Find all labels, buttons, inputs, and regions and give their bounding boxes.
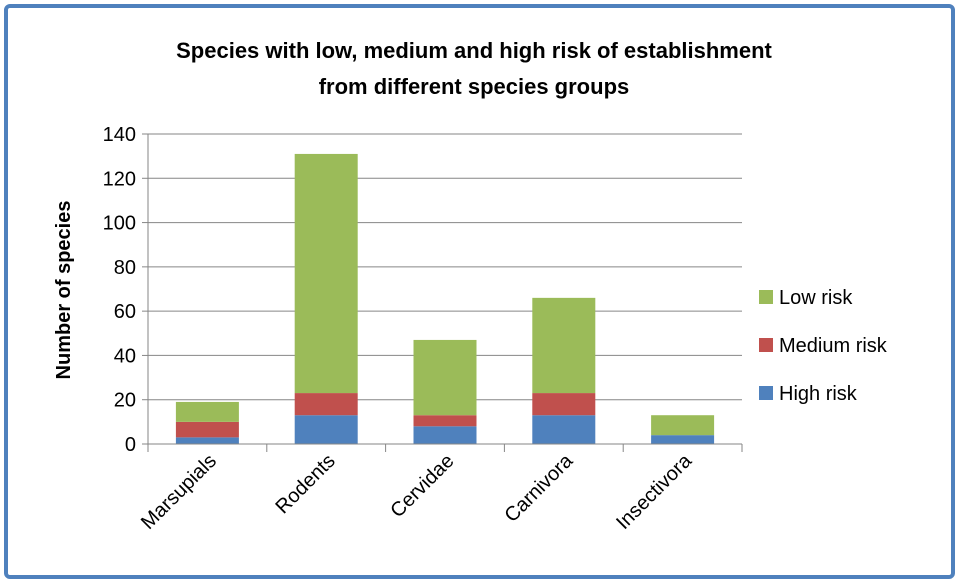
bar-low-risk-insectivora — [651, 415, 715, 436]
chart-title-line-2: from different species groups — [319, 74, 630, 99]
chart-frame — [4, 4, 955, 579]
y-tick-label: 100 — [103, 213, 136, 235]
y-tick-label: 0 — [125, 434, 136, 456]
y-tick-label: 140 — [103, 124, 136, 146]
x-tick-label: Carnivora — [500, 449, 577, 526]
gridlines — [148, 133, 742, 401]
y-tick-label: 20 — [114, 390, 136, 412]
y-tick-label: 80 — [114, 257, 136, 279]
bar-high-risk-rodents — [294, 415, 358, 444]
legend-label: Medium risk — [779, 335, 888, 357]
x-tick-label: Rodents — [271, 450, 339, 518]
chart-title-line-1: Species with low, medium and high risk o… — [176, 38, 772, 63]
bar-low-risk-marsupials — [175, 401, 239, 422]
x-tick-label: Marsupials — [137, 450, 221, 534]
bar-high-risk-insectivora — [651, 435, 715, 444]
legend-swatch-high-risk — [759, 386, 773, 400]
axes — [142, 133, 743, 452]
bar-medium-risk-cervidae — [413, 415, 477, 427]
bar-low-risk-rodents — [294, 153, 358, 394]
bar-medium-risk-marsupials — [175, 421, 239, 438]
x-tick-label: Insectivora — [612, 449, 697, 534]
bar-high-risk-cervidae — [413, 426, 477, 444]
y-tick-label: 60 — [114, 301, 136, 323]
bar-low-risk-cervidae — [413, 339, 477, 416]
legend-swatch-low-risk — [759, 290, 773, 304]
bar-medium-risk-rodents — [294, 393, 358, 416]
y-tick-labels: 0 20 40 60 80 100 120 140 — [103, 124, 136, 456]
y-tick-label: 120 — [103, 168, 136, 190]
bars — [175, 153, 715, 444]
legend: Low risk Medium risk High risk — [759, 287, 888, 405]
bar-high-risk-marsupials — [175, 437, 239, 444]
y-axis-label: Number of species — [53, 201, 75, 380]
legend-label: Low risk — [779, 287, 853, 309]
legend-label: High risk — [779, 383, 858, 405]
x-tick-labels: Marsupials Rodents Cervidae Carnivora Insect… — [137, 449, 697, 534]
x-tick-label: Cervidae — [386, 450, 458, 522]
bar-low-risk-carnivora — [532, 297, 596, 394]
legend-swatch-medium-risk — [759, 338, 773, 352]
y-tick-label: 40 — [114, 345, 136, 367]
bar-medium-risk-carnivora — [532, 393, 596, 416]
bar-high-risk-carnivora — [532, 415, 596, 444]
